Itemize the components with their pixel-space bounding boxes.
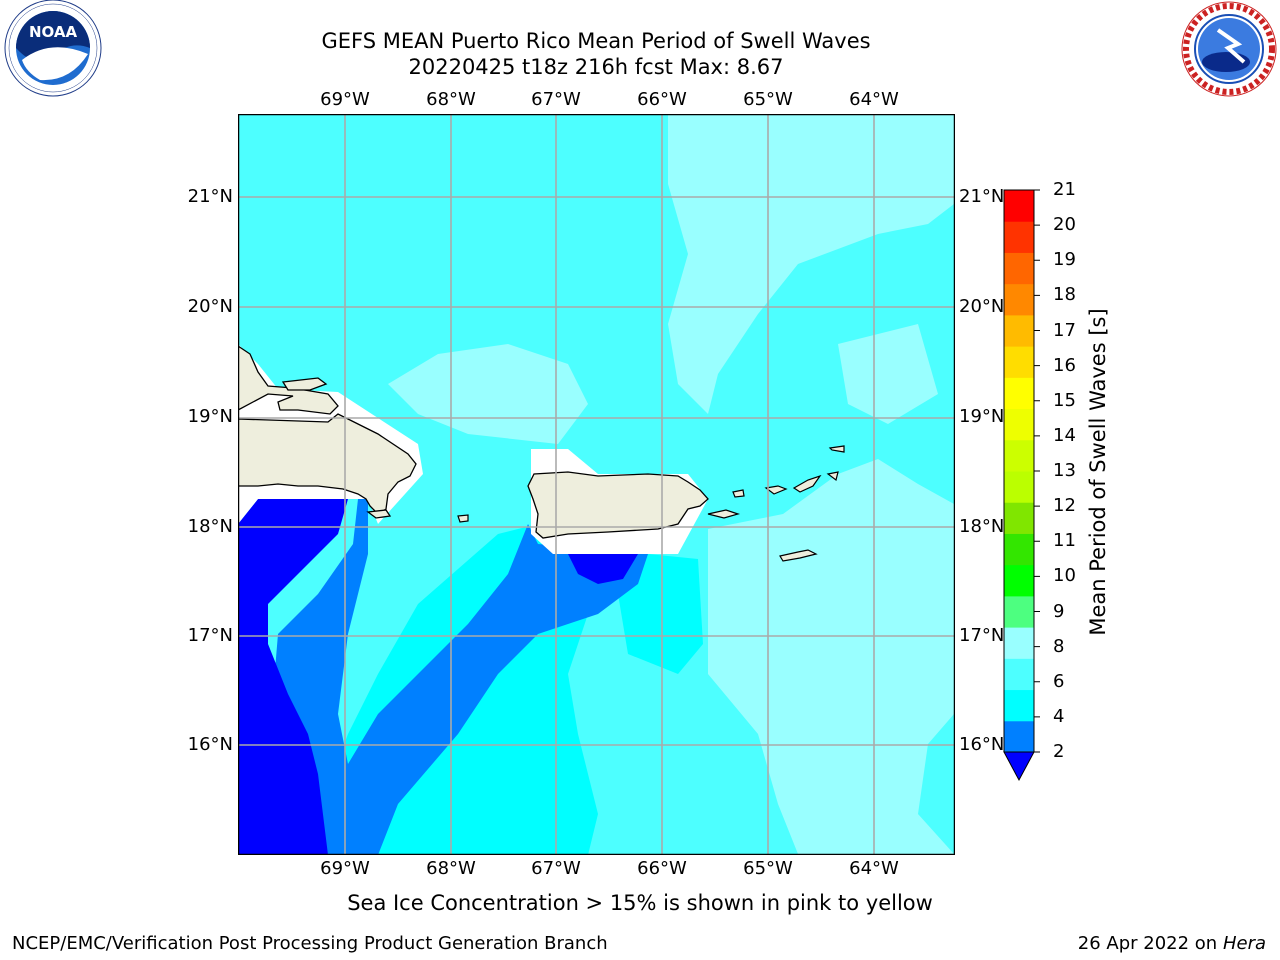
colorbar-swatch — [1004, 471, 1034, 503]
colorbar-tick-label: 8 — [1053, 635, 1065, 657]
lon-label-bottom: 66°W — [637, 858, 687, 879]
lat-label-left: 16°N — [187, 734, 233, 755]
colorbar-tick-label: 9 — [1053, 600, 1065, 622]
colorbar-tick-label: 4 — [1053, 705, 1065, 727]
colorbar-tick-label: 18 — [1053, 284, 1076, 306]
lon-label-bottom: 68°W — [426, 858, 476, 879]
footer-right-text: 26 Apr 2022 on Hera — [1078, 933, 1266, 954]
colorbar-tick-label: 17 — [1053, 319, 1076, 341]
land-culebra — [732, 489, 745, 498]
footer-date: 26 Apr 2022 on — [1077, 933, 1223, 954]
colorbar-swatch — [1004, 221, 1034, 253]
sea-ice-note: Sea Ice Concentration > 15% is shown in … — [347, 891, 933, 915]
field-8-9-east — [708, 459, 954, 854]
colorbar-tick-label: 10 — [1053, 565, 1076, 587]
nws-logo — [1178, 0, 1280, 100]
lat-label-right: 19°N — [959, 406, 1005, 427]
colorbar-tick-label: 13 — [1053, 460, 1076, 481]
land-st-croix — [779, 549, 818, 562]
field-2-4 — [238, 499, 648, 855]
lon-label-top: 64°W — [849, 89, 899, 110]
lon-label-top: 67°W — [531, 89, 581, 110]
colorbar-tick-label: 2 — [1053, 741, 1065, 762]
land-hispaniola — [238, 345, 417, 515]
map-panel — [238, 114, 955, 855]
lat-label-left: 18°N — [187, 516, 233, 537]
colorbar-swatch — [1004, 689, 1034, 722]
chart-title-line2: 20220425 t18z 216h fcst Max: 8.67 — [408, 55, 784, 79]
land-virgin-islands-3 — [826, 471, 839, 482]
lon-label-top: 68°W — [426, 89, 476, 110]
field-below-2 — [238, 499, 348, 855]
noaa-logo: NOAA — [0, 0, 106, 100]
lat-label-left: 19°N — [187, 406, 233, 427]
land-hispaniola-islet — [281, 377, 328, 391]
chart-title-line1: GEFS MEAN Puerto Rico Mean Period of Swe… — [321, 29, 871, 53]
colorbar — [1003, 189, 1040, 782]
lon-label-top: 69°W — [320, 89, 370, 110]
colorbar-swatch — [1004, 720, 1034, 753]
map-frame — [238, 114, 955, 855]
land-virgin-islands-1 — [764, 485, 788, 495]
land-vieques — [707, 509, 741, 519]
colorbar-tick-label: 21 — [1053, 179, 1076, 200]
colorbar-swatch — [1004, 283, 1034, 316]
colorbar-tick-label: 16 — [1053, 354, 1076, 376]
field-4-6-b — [618, 554, 703, 674]
land-puerto-rico — [527, 471, 709, 539]
colorbar-swatch — [1004, 190, 1034, 222]
colorbar-label: Mean Period of Swell Waves [s] — [1086, 308, 1110, 636]
lat-label-right: 20°N — [959, 296, 1005, 317]
colorbar-swatch — [1004, 439, 1034, 472]
field-below-2-b — [568, 554, 638, 584]
lat-label-left: 20°N — [187, 296, 233, 317]
lat-label-right: 21°N — [959, 186, 1005, 207]
field-8-9-center — [388, 344, 588, 444]
colorbar-swatch — [1004, 595, 1034, 628]
lat-label-right: 16°N — [959, 734, 1005, 755]
colorbar-tick-label: 15 — [1053, 389, 1076, 411]
colorbar-swatch — [1004, 408, 1034, 441]
colorbar-swatch — [1004, 314, 1034, 347]
colorbar-swatch — [1004, 377, 1034, 410]
lat-label-right: 17°N — [959, 625, 1005, 646]
field-8-9-east2 — [838, 324, 938, 424]
land-mona — [457, 514, 469, 523]
colorbar-swatch — [1004, 346, 1034, 378]
colorbar-tick-label: 6 — [1053, 670, 1065, 692]
footer-left-text: NCEP/EMC/Verification Post Processing Pr… — [12, 933, 608, 954]
colorbar-swatch — [1004, 252, 1034, 285]
colorbar-swatch — [1004, 533, 1034, 566]
lat-label-right: 18°N — [959, 516, 1005, 537]
graticule — [238, 114, 955, 855]
lat-label-left: 17°N — [187, 625, 233, 646]
lon-label-top: 65°W — [743, 89, 793, 110]
colorbar-tick-label: 20 — [1053, 214, 1076, 236]
colorbar-swatch — [1004, 658, 1034, 691]
lon-label-bottom: 65°W — [743, 858, 793, 879]
land-anegada — [828, 445, 845, 453]
colorbar-tick-label: 19 — [1053, 249, 1076, 271]
colorbar-swatch — [1004, 627, 1034, 659]
colorbar-tick-label: 12 — [1053, 495, 1076, 517]
colorbar-tick-label: 11 — [1053, 530, 1076, 552]
lon-label-bottom: 64°W — [849, 858, 899, 879]
lon-label-bottom: 69°W — [320, 858, 370, 879]
colorbar-under-arrow — [1003, 751, 1035, 782]
colorbar-swatch — [1004, 502, 1034, 534]
footer-host: Hera — [1222, 933, 1266, 954]
land-hispaniola-south — [366, 509, 392, 519]
noaa-logo-text: NOAA — [29, 23, 78, 41]
land-virgin-islands-2 — [792, 474, 822, 493]
colorbar-swatch — [1004, 564, 1034, 597]
lon-label-top: 66°W — [637, 89, 687, 110]
colorbar-tick-label: 14 — [1053, 424, 1076, 446]
lon-label-bottom: 67°W — [531, 858, 581, 879]
field-8-9-north — [668, 114, 954, 414]
lat-label-left: 21°N — [187, 186, 233, 207]
